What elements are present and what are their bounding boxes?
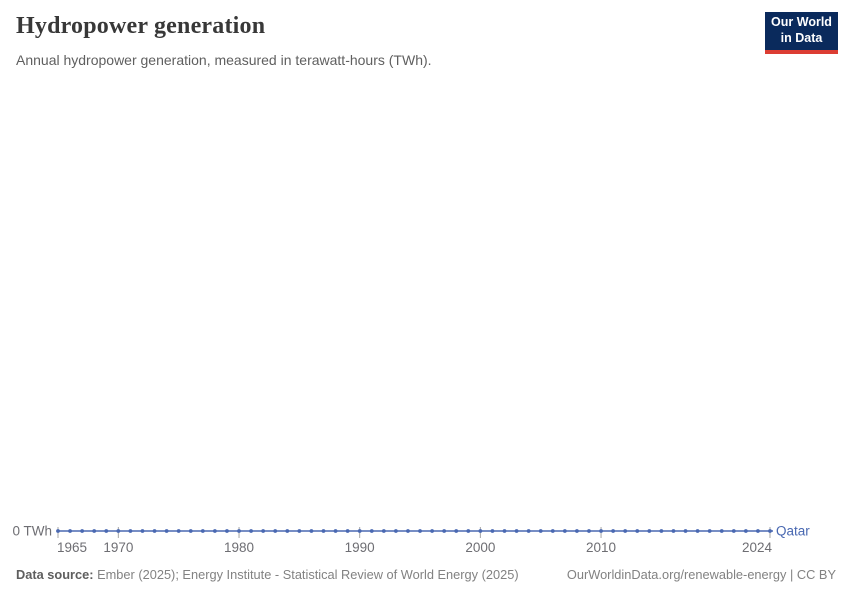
data-point [92, 529, 97, 533]
data-point [707, 529, 712, 533]
x-axis-tick-label: 1965 [57, 540, 87, 555]
data-point [80, 529, 85, 533]
data-point [140, 529, 145, 533]
data-point [575, 529, 579, 533]
data-point [164, 529, 169, 533]
data-point [743, 529, 748, 533]
data-point [695, 529, 700, 533]
data-point [623, 529, 628, 533]
data-point [454, 529, 459, 533]
data-point [273, 529, 278, 533]
data-point [719, 529, 724, 533]
data-point [490, 529, 495, 533]
data-point [321, 529, 326, 533]
data-point [418, 529, 422, 533]
data-point [647, 529, 652, 533]
owid-logo-line1: Our World [771, 15, 832, 30]
data-point [176, 529, 181, 533]
data-point [381, 529, 386, 533]
data-point [478, 529, 483, 533]
data-point [587, 529, 591, 533]
data-point [345, 529, 350, 533]
data-point [56, 529, 60, 533]
data-point [659, 529, 664, 533]
data-point [768, 529, 772, 533]
data-point [671, 529, 676, 533]
data-point [297, 529, 302, 533]
data-point [128, 529, 133, 533]
data-point [333, 529, 338, 533]
chart-title: Hydropower generation [16, 13, 266, 39]
owid-url-link[interactable]: OurWorldinData.org/renewable-energy | CC… [566, 567, 836, 582]
data-point [683, 529, 688, 533]
data-point [116, 529, 121, 533]
data-point [406, 529, 410, 533]
data-point [731, 529, 736, 533]
data-point [538, 529, 543, 533]
data-point [635, 529, 640, 533]
data-point [225, 529, 229, 533]
x-axis-tick-label: 2000 [465, 540, 495, 555]
data-source-text: Ember (2025); Energy Institute - Statist… [93, 567, 519, 582]
data-source-note: Data source: Ember (2025); Energy Instit… [16, 567, 519, 582]
data-point [249, 529, 253, 533]
data-point [357, 529, 362, 533]
owid-logo[interactable]: Our World in Data [765, 12, 838, 54]
data-point [599, 529, 603, 533]
data-point [442, 529, 447, 533]
data-point [309, 529, 314, 533]
data-point [466, 529, 471, 533]
x-axis-tick-label: 1980 [224, 540, 254, 555]
chart-subtitle: Annual hydropower generation, measured i… [16, 52, 432, 68]
x-axis-tick-label: 1970 [103, 540, 133, 555]
x-axis-tick-label: 1990 [345, 540, 375, 555]
data-point [502, 529, 507, 533]
chart-footer: Data source: Ember (2025); Energy Instit… [16, 567, 836, 582]
data-point [200, 529, 205, 533]
data-point [514, 529, 519, 533]
data-point [212, 529, 217, 533]
data-point [261, 529, 266, 533]
data-point [550, 529, 555, 533]
owid-logo-line2: in Data [780, 31, 823, 45]
data-point [393, 529, 398, 533]
x-axis-tick-label: 2010 [586, 540, 616, 555]
data-source-label: Data source: [16, 567, 94, 582]
data-point [369, 529, 374, 533]
data-point [562, 529, 567, 533]
data-point [430, 529, 435, 533]
data-point [68, 529, 72, 533]
x-axis-tick-label: 2024 [742, 540, 773, 555]
series-entity-label: Qatar [776, 524, 810, 539]
data-point [285, 529, 290, 533]
data-point [611, 529, 616, 533]
data-point [237, 529, 241, 533]
y-axis-zero-label: 0 TWh [12, 524, 52, 539]
data-point [526, 529, 531, 533]
data-point [104, 529, 109, 533]
data-point [756, 529, 760, 533]
data-point [152, 529, 157, 533]
data-point [188, 529, 193, 533]
